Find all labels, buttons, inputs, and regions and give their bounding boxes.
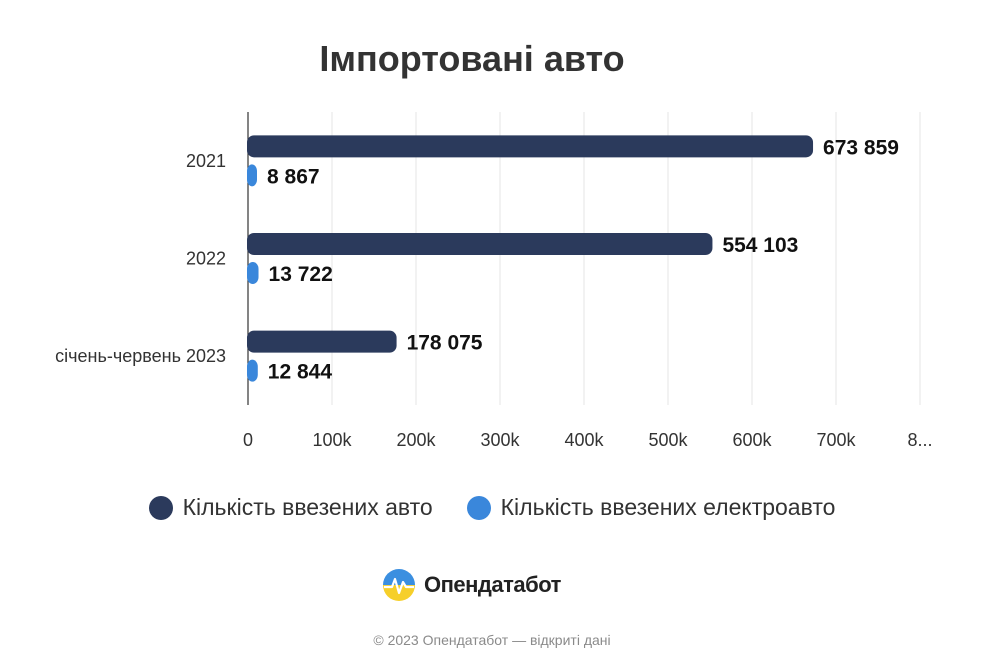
bar [247,330,397,353]
legend-item-electric-cars[interactable]: Кількість ввезених електроавто [466,494,836,521]
legend-item-cars[interactable]: Кількість ввезених авто [148,494,433,521]
bar [247,164,257,187]
x-tick-label: 700k [816,430,856,450]
data-label: 178 075 [407,332,483,355]
legend-marker-electric-cars [466,495,491,520]
legend-marker-cars [148,495,173,520]
x-tick-label: 200k [396,430,436,450]
legend-label-electric-cars: Кількість ввезених електроавто [500,494,836,520]
bar [247,359,258,382]
data-label: 554 103 [722,234,798,257]
footer-copyright: © 2023 Опендатабот — відкриті дані [373,632,611,648]
x-tick-label: 0 [243,430,253,450]
x-tick-label: 600k [732,430,772,450]
chart-legend: Кількість ввезених авто Кількість ввезен… [0,494,984,521]
category-label: 2022 [186,249,226,269]
bar [247,262,259,284]
x-tick-label: 400k [564,430,604,450]
bar-chart: 0 100k 200k 300k 400k 500k 600k 700k 8... 2021 202… [55,112,933,450]
bar [247,135,814,158]
brand-logo: Опендатабот [382,568,561,602]
x-tick-label: 300k [480,430,520,450]
data-label: 13 722 [269,263,333,286]
brand-logo-icon [383,569,415,601]
category-label: 2021 [186,151,226,171]
bar [247,233,713,255]
brand-name: Опендатабот [424,572,561,597]
data-label: 12 844 [268,361,333,384]
chart-title: Імпортовані авто [319,38,625,79]
data-label: 8 867 [267,165,320,188]
data-label: 673 859 [823,136,899,159]
x-tick-label: 100k [312,430,352,450]
category-label: січень-червень 2023 [55,346,226,366]
legend-label-cars: Кількість ввезених авто [182,494,433,520]
x-tick-label: 500k [648,430,688,450]
x-tick-label: 8... [907,430,932,450]
